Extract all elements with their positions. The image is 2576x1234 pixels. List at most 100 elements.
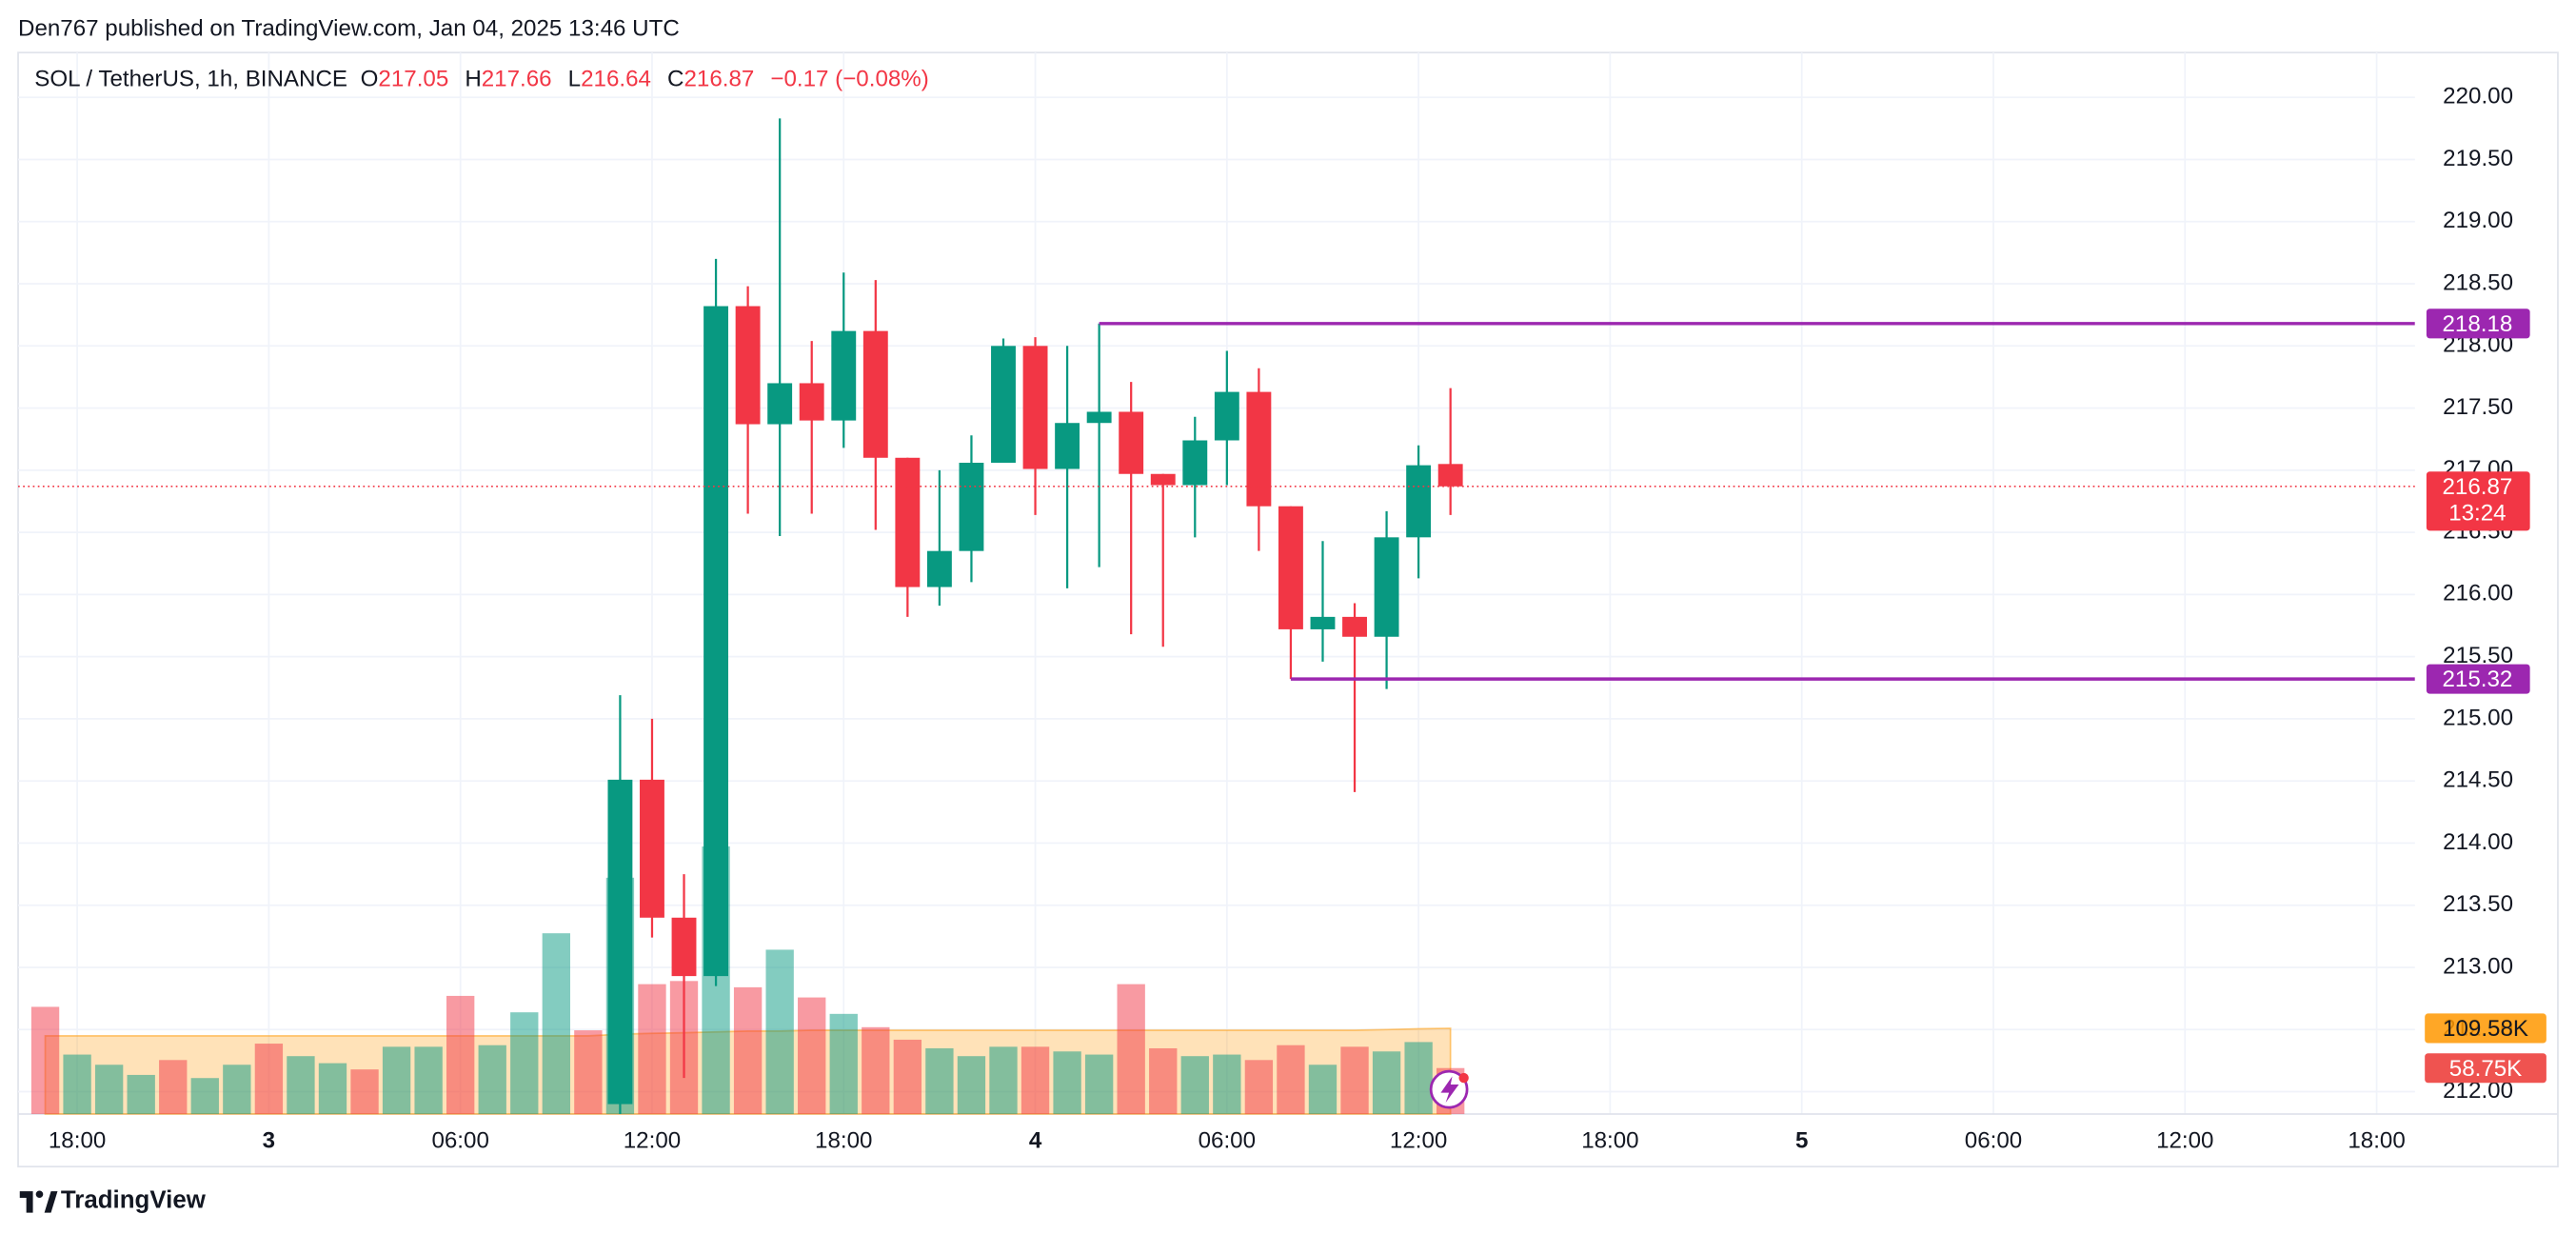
y-tick-label: 216.00 bbox=[2443, 581, 2513, 607]
x-tick-label: 18:00 bbox=[2348, 1128, 2405, 1154]
volume-bar bbox=[1149, 1047, 1178, 1115]
x-tick-label: 18:00 bbox=[49, 1128, 106, 1154]
chart-frame bbox=[17, 51, 2559, 1168]
last-price-badge bbox=[2426, 471, 2530, 531]
candle-body bbox=[1022, 346, 1048, 469]
candle-body bbox=[1437, 464, 1463, 487]
volume-bar bbox=[1180, 1056, 1209, 1115]
volume-bar bbox=[638, 984, 666, 1115]
candle-body bbox=[895, 457, 921, 587]
volume-bar bbox=[478, 1045, 506, 1115]
volume-badge bbox=[2425, 1053, 2546, 1084]
candle-body bbox=[991, 346, 1016, 464]
candle-body bbox=[1119, 411, 1144, 474]
candle-body bbox=[703, 306, 729, 977]
volume-bar bbox=[159, 1060, 188, 1115]
grid bbox=[18, 52, 2558, 1115]
volume-pane bbox=[30, 846, 1465, 1115]
volume-bar bbox=[1404, 1042, 1433, 1115]
candle-body bbox=[799, 383, 824, 421]
volume-bar bbox=[1053, 1051, 1081, 1115]
volume-bar bbox=[765, 949, 794, 1115]
publish-note: Den767 published on TradingView.com, Jan… bbox=[18, 15, 680, 41]
volume-bar bbox=[574, 1030, 603, 1115]
volume-bar bbox=[798, 997, 826, 1115]
y-tick-label: 217.50 bbox=[2443, 394, 2513, 420]
level-badge bbox=[2426, 664, 2530, 694]
volume-bar bbox=[733, 986, 763, 1115]
volume-bar bbox=[318, 1063, 347, 1115]
volume-bar bbox=[1084, 1054, 1114, 1115]
ohlc-value: 217.66 bbox=[482, 67, 552, 92]
ohlc-value: 216.87 bbox=[684, 67, 754, 92]
volume-bar bbox=[1020, 1046, 1050, 1115]
last-price-label: 216.87 bbox=[2442, 474, 2512, 500]
volume-bar bbox=[1277, 1045, 1305, 1115]
volume-bar bbox=[1213, 1054, 1241, 1115]
candle-body bbox=[1182, 440, 1208, 486]
footer-logo: TradingView bbox=[19, 1186, 207, 1213]
volume-bar bbox=[1244, 1060, 1274, 1115]
candle-body bbox=[1214, 391, 1239, 441]
y-tick-label: 218.50 bbox=[2443, 269, 2513, 295]
volume-bar bbox=[94, 1065, 124, 1115]
ohlc-key: C bbox=[667, 67, 684, 92]
y-tick-label: 213.50 bbox=[2443, 891, 2513, 917]
candle-body bbox=[959, 463, 984, 551]
y-tick-label: 220.00 bbox=[2443, 84, 2513, 109]
candle-body bbox=[1055, 423, 1080, 469]
volume-bar bbox=[829, 1013, 858, 1115]
x-tick-label: 06:00 bbox=[1965, 1128, 2022, 1154]
volume-bar bbox=[989, 1046, 1018, 1115]
x-tick-label: 18:00 bbox=[1581, 1128, 1638, 1154]
candle-body bbox=[926, 550, 952, 587]
candle-body bbox=[671, 917, 697, 977]
ohlc-value: 216.64 bbox=[581, 67, 651, 92]
volume-bar bbox=[957, 1056, 986, 1115]
candle-body bbox=[640, 779, 664, 918]
volume-bar bbox=[30, 1006, 60, 1115]
x-tick-label: 18:00 bbox=[815, 1128, 872, 1154]
candle-body bbox=[862, 330, 888, 458]
volume-bar bbox=[1117, 984, 1145, 1115]
footer-brand: TradingView bbox=[61, 1186, 207, 1213]
x-tick-label: 4 bbox=[1029, 1128, 1042, 1154]
volume-bar bbox=[223, 1065, 251, 1115]
level-label: 218.18 bbox=[2442, 311, 2512, 337]
candle-body bbox=[1278, 506, 1303, 629]
symbol: SOL / TetherUS, 1h, BINANCE bbox=[34, 67, 347, 92]
replay-icon bbox=[1429, 1069, 1469, 1109]
ohlc-key: H bbox=[465, 67, 481, 92]
volume-label: 58.75K bbox=[2449, 1056, 2523, 1082]
ohlc-key: O bbox=[361, 67, 379, 92]
level-label: 215.32 bbox=[2442, 667, 2512, 692]
level-badge bbox=[2426, 308, 2530, 339]
x-tick-label: 06:00 bbox=[1199, 1128, 1256, 1154]
volume-ma-label: 109.58K bbox=[2443, 1016, 2528, 1042]
volume-ma-badge bbox=[2425, 1013, 2546, 1044]
y-tick-label: 219.00 bbox=[2443, 208, 2513, 233]
x-tick-label: 12:00 bbox=[624, 1128, 681, 1154]
candle-body bbox=[607, 779, 633, 1105]
overlay: 212.00212.50213.00213.50214.00214.50215.… bbox=[49, 84, 2546, 1154]
volume-bar bbox=[893, 1039, 922, 1115]
candle-body bbox=[1086, 411, 1112, 424]
y-tick-label: 214.50 bbox=[2443, 767, 2513, 793]
volume-bar bbox=[63, 1054, 91, 1115]
ohlc-value: 217.05 bbox=[378, 67, 448, 92]
y-tick-label: 219.50 bbox=[2443, 146, 2513, 171]
ohlc-key: L bbox=[568, 67, 581, 92]
y-tick-label: 214.00 bbox=[2443, 829, 2513, 855]
volume-bar bbox=[925, 1047, 954, 1115]
x-tick-label: 12:00 bbox=[1390, 1128, 1447, 1154]
y-tick-label: 215.50 bbox=[2443, 643, 2513, 668]
change: −0.17 (−0.08%) bbox=[770, 67, 928, 92]
volume-bar bbox=[127, 1074, 155, 1115]
candle-body bbox=[1310, 616, 1336, 629]
candle-body bbox=[1150, 473, 1176, 486]
candle-body bbox=[1342, 616, 1367, 637]
volume-bar bbox=[510, 1012, 539, 1115]
x-tick-label: 5 bbox=[1795, 1128, 1808, 1154]
volume-bar bbox=[287, 1056, 315, 1115]
